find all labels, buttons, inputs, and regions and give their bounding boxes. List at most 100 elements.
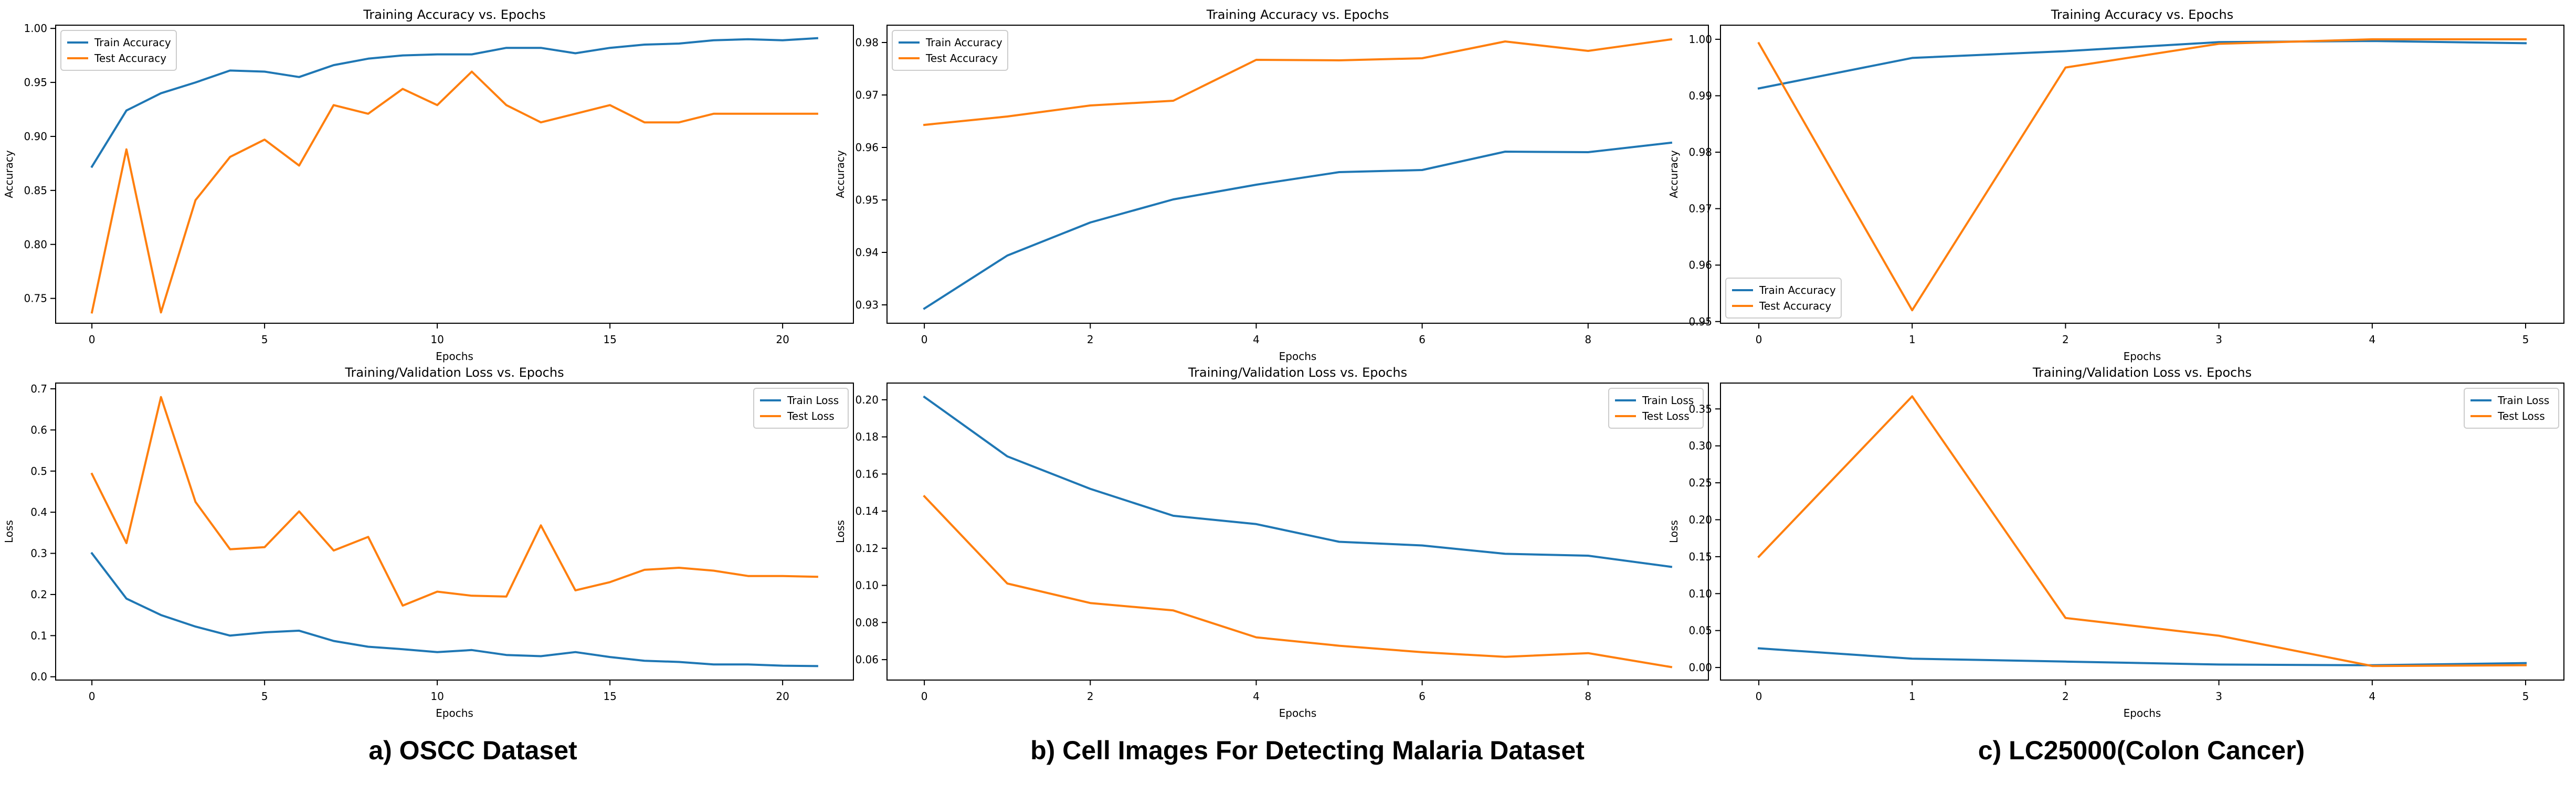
axes-frame	[886, 383, 1709, 681]
x-tick-label: 5	[261, 690, 268, 703]
chart-title: Training/Validation Loss vs. Epochs	[344, 365, 564, 380]
y-tick-label: 0.96	[1688, 259, 1712, 271]
legend: Train Accuracy Test Accuracy	[892, 30, 1008, 71]
legend-label: Train Accuracy	[94, 36, 171, 49]
chart-title: Training Accuracy vs. Epochs	[1206, 7, 1389, 22]
x-tick-label: 0	[89, 690, 96, 703]
legend-label: Train Accuracy	[1759, 284, 1836, 296]
x-tick-label: 0	[921, 690, 928, 703]
x-tick-label: 2	[2062, 690, 2069, 703]
chart-title: Training/Validation Loss vs. Epochs	[1188, 365, 1407, 380]
series-line-test-accuracy	[923, 38, 1673, 126]
axes-frame	[1720, 25, 2564, 324]
series-line-train-accuracy	[1757, 40, 2527, 90]
x-tick-label: 1	[1909, 690, 1916, 703]
x-tick-label: 0	[1756, 333, 1762, 346]
y-axis-label: Loss	[834, 520, 847, 543]
legend: Train Loss Test Loss	[753, 388, 849, 429]
y-axis-label: Loss	[1667, 520, 1680, 543]
y-tick-label: 0.97	[1688, 203, 1712, 215]
x-tick-label: 8	[1585, 333, 1591, 346]
x-tick-label: 5	[2522, 690, 2529, 703]
y-axis-label: Loss	[3, 520, 15, 543]
legend-box	[1725, 278, 1842, 319]
chart-title: Training/Validation Loss vs. Epochs	[2032, 365, 2252, 380]
legend-box	[892, 30, 1008, 71]
y-tick-label: 0.95	[855, 194, 879, 206]
series-line-test-accuracy	[90, 70, 818, 314]
y-tick-label: 0.3	[30, 547, 47, 560]
x-tick-label: 10	[430, 333, 444, 346]
y-tick-label: 0.94	[855, 246, 879, 259]
y-tick-label: 0.95	[24, 76, 47, 89]
legend-label: Test Loss	[1642, 410, 1690, 422]
axes-frame	[55, 25, 854, 324]
y-tick-label: 0.05	[1688, 624, 1712, 637]
x-tick-label: 2	[1087, 333, 1094, 346]
axes-frame	[886, 25, 1709, 324]
x-tick-label: 2	[1087, 690, 1094, 703]
caption-malaria: b) Cell Images For Detecting Malaria Dat…	[1030, 736, 1585, 765]
y-tick-label: 0.10	[855, 579, 879, 592]
y-tick-label: 0.10	[1688, 587, 1712, 600]
y-tick-label: 0.95	[1688, 315, 1712, 328]
chart-panel-2: 0 2 4 6 8 0.93 0.94 0.95 0.96 0.97 0.98 Training Ac…	[834, 7, 1709, 363]
y-tick-label: 0.2	[30, 588, 47, 601]
x-tick-label: 5	[261, 333, 268, 346]
y-tick-label: 0.08	[855, 616, 879, 629]
legend-label: Test Loss	[787, 410, 835, 422]
legend-label: Train Loss	[2497, 394, 2549, 407]
axes-frame	[55, 383, 854, 681]
y-tick-label: 0.15	[1688, 550, 1712, 563]
y-tick-label: 0.85	[24, 184, 47, 197]
chart-title: Training Accuracy vs. Epochs	[363, 7, 545, 22]
y-tick-label: 0.5	[30, 465, 47, 478]
y-tick-label: 0.14	[855, 505, 879, 517]
y-tick-label: 0.16	[855, 468, 879, 480]
x-tick-label: 6	[1419, 690, 1426, 703]
series-line-train-accuracy	[923, 141, 1673, 310]
y-tick-label: 0.7	[30, 383, 47, 395]
chart-panel-3: 0 1 2 3 4 5 0.95 0.96 0.97 0.98 0.99 1.00 Training A…	[1667, 7, 2564, 363]
legend: Train Loss Test Loss	[2464, 388, 2559, 429]
caption-lc25000: c) LC25000(Colon Cancer)	[1978, 736, 2305, 765]
series-line-test-loss	[923, 494, 1673, 669]
y-tick-label: 0.98	[1688, 146, 1712, 158]
x-tick-label: 15	[603, 690, 616, 703]
x-tick-label: 3	[2215, 690, 2222, 703]
x-axis-label: Epochs	[2124, 350, 2161, 363]
x-axis-label: Epochs	[1279, 350, 1317, 363]
y-tick-label: 0.90	[24, 130, 47, 143]
y-axis-label: Accuracy	[3, 150, 15, 198]
x-tick-label: 0	[1756, 690, 1762, 703]
y-tick-label: 0.80	[24, 238, 47, 251]
x-tick-label: 6	[1419, 333, 1426, 346]
x-axis-label: Epochs	[2124, 707, 2161, 719]
chart-title: Training Accuracy vs. Epochs	[2051, 7, 2233, 22]
x-axis-label: Epochs	[436, 350, 473, 363]
x-tick-label: 4	[2369, 690, 2376, 703]
legend-label: Test Accuracy	[925, 52, 998, 65]
y-tick-label: 0.20	[1688, 513, 1712, 526]
y-tick-label: 0.93	[855, 299, 879, 311]
y-tick-label: 0.0	[30, 671, 47, 683]
x-tick-label: 15	[603, 333, 616, 346]
chart-panel-4: 0 5 10 15 20 0.0 0.1 0.2 0.3 0.4 0.5 0.6 0.7 Training…	[3, 365, 854, 719]
x-tick-label: 2	[2062, 333, 2069, 346]
y-tick-label: 0.18	[855, 431, 879, 443]
series-line-train-loss	[90, 551, 818, 667]
y-tick-label: 0.1	[30, 629, 47, 642]
legend-label: Test Accuracy	[1759, 300, 1831, 312]
legend-label: Test Accuracy	[94, 52, 166, 65]
y-tick-label: 0.98	[855, 36, 879, 49]
x-tick-label: 20	[776, 333, 789, 346]
series-line-train-loss	[1757, 647, 2527, 666]
x-tick-label: 4	[1253, 690, 1260, 703]
y-tick-label: 0.00	[1688, 661, 1712, 674]
x-tick-label: 4	[1253, 333, 1260, 346]
y-tick-label: 0.99	[1688, 89, 1712, 102]
series-line-test-loss	[90, 396, 818, 607]
x-tick-label: 20	[776, 690, 789, 703]
series-line-train-loss	[923, 395, 1673, 568]
